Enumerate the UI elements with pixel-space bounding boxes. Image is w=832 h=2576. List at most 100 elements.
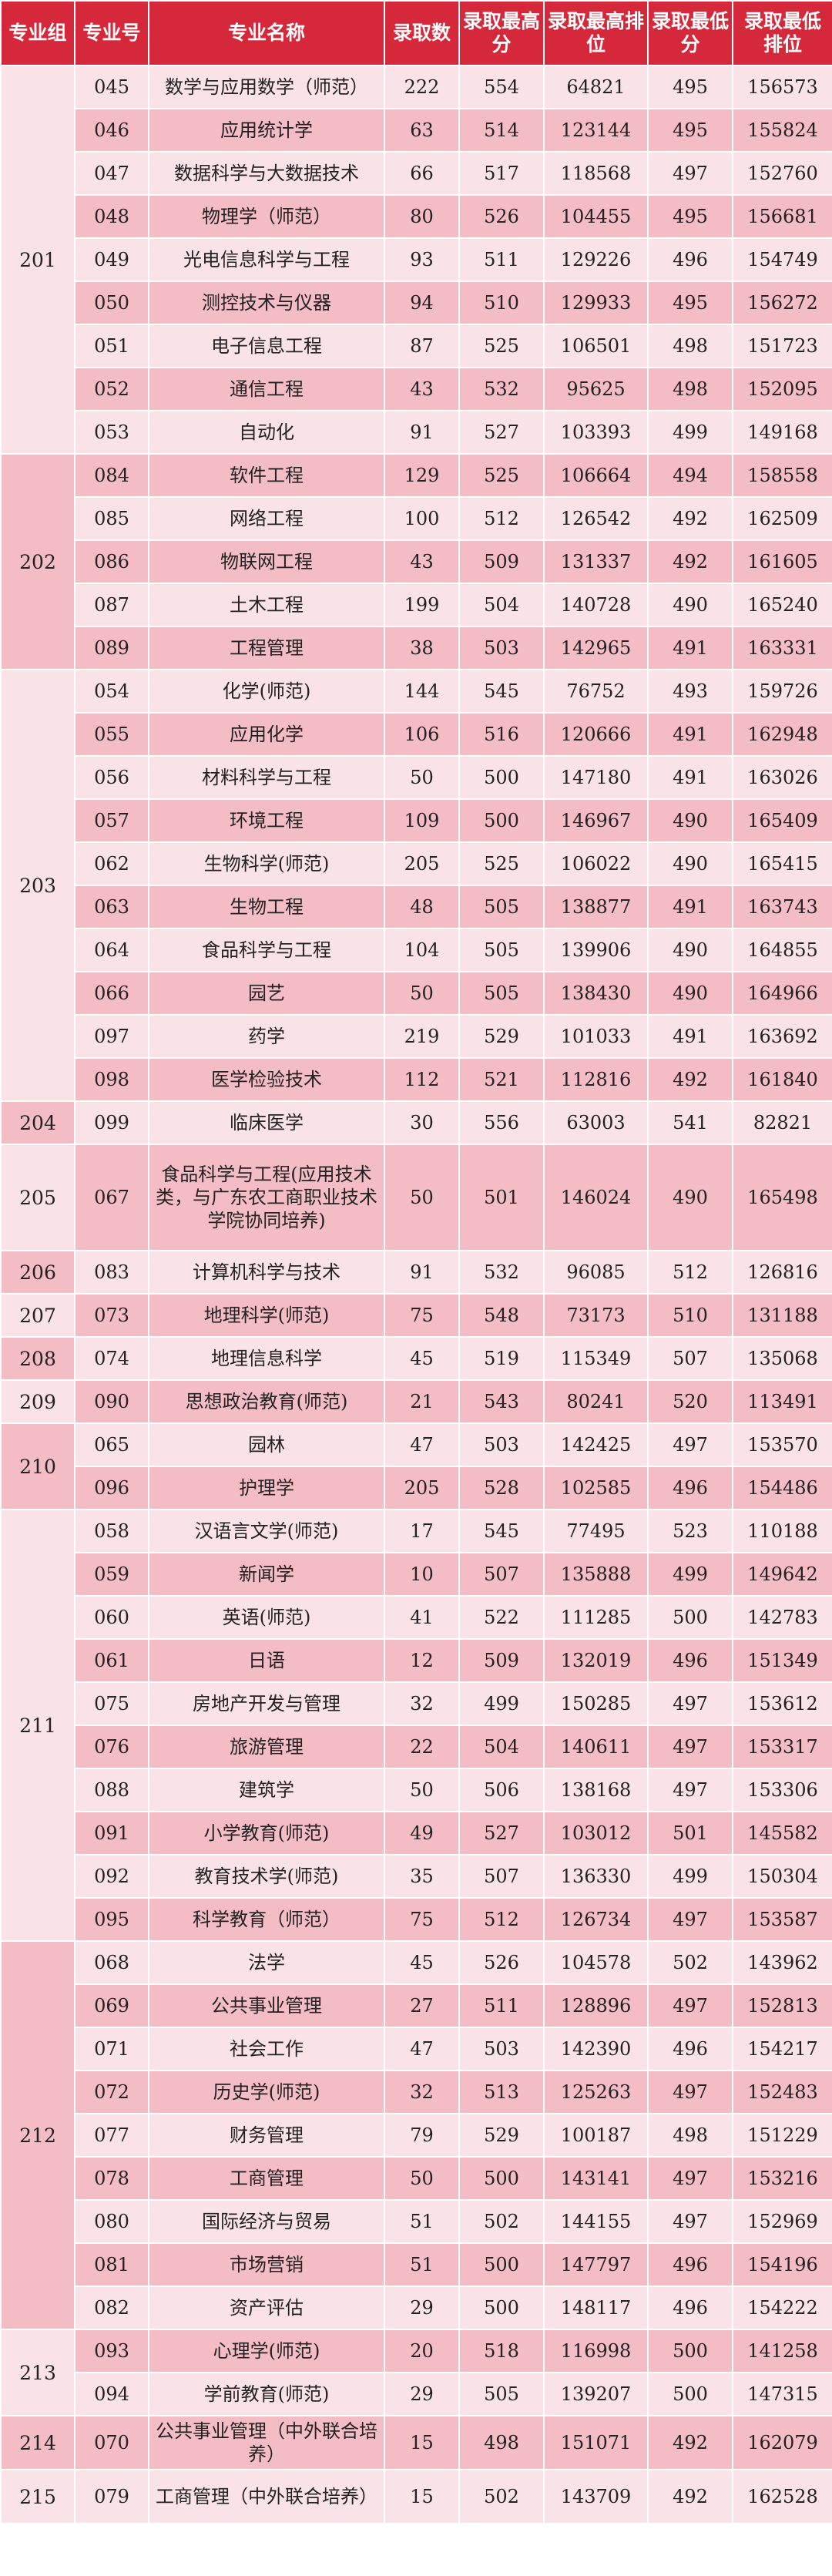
major-code-cell: 074 (74, 1336, 149, 1381)
admitted-cell: 20 (384, 2329, 460, 2373)
table-row: 057 环境工程 109 500 146967 490 165409 (1, 798, 832, 843)
admitted-cell: 51 (384, 2199, 460, 2244)
min-rank-cell: 154749 (732, 237, 832, 282)
table-row: 209 090 思想政治教育(师范) 21 543 80241 520 113491 (0, 1379, 832, 1424)
major-code-cell: 057 (74, 798, 149, 843)
major-code-cell: 069 (74, 1983, 149, 2028)
max-score-cell: 502 (458, 2199, 545, 2244)
max-score-cell: 501 (458, 1144, 545, 1251)
min-score-cell: 501 (647, 1811, 733, 1856)
major-name-cell: 环境工程 (148, 798, 385, 843)
min-rank-cell: 163692 (732, 1014, 832, 1059)
table-row: 201 045 数学与应用数学（师范） 222 554 64821 495 156573 (0, 65, 832, 455)
min-rank-cell: 126816 (732, 1250, 832, 1295)
max-rank-cell: 138430 (543, 971, 649, 1016)
max-score-cell: 510 (458, 280, 545, 325)
max-rank-cell: 132019 (543, 1638, 649, 1683)
admitted-cell: 63 (384, 108, 460, 153)
min-score-cell: 499 (647, 410, 733, 455)
table-row: 089 工程管理 38 503 142965 491 163331 (1, 626, 832, 670)
min-score-cell: 492 (647, 2469, 733, 2524)
min-score-cell: 502 (647, 1940, 733, 1985)
max-score-cell: 499 (458, 1681, 545, 1726)
min-score-cell: 496 (647, 1466, 733, 1510)
table-row: 061 日语 12 509 132019 496 151349 (1, 1638, 832, 1683)
table-row: 086 物联网工程 43 509 131337 492 161605 (1, 539, 832, 584)
max-score-cell: 527 (458, 1811, 545, 1856)
group-code-cell: 206 (0, 1250, 75, 1295)
admitted-cell: 47 (384, 1422, 460, 1467)
table-row: 206 083 计算机科学与技术 91 532 96085 512 126816 (0, 1250, 832, 1295)
group-code-cell: 203 (0, 669, 75, 1102)
max-rank-cell: 126734 (543, 1897, 649, 1942)
max-rank-cell: 139207 (543, 2372, 649, 2416)
max-score-cell: 507 (458, 1854, 545, 1899)
max-score-cell: 502 (458, 2469, 545, 2524)
table-row: 078 工商管理 50 500 143141 497 153216 (1, 2156, 832, 2201)
max-score-cell: 532 (458, 1250, 545, 1295)
max-rank-cell: 138877 (543, 885, 649, 929)
table-row: 096 护理学 205 528 102585 496 154486 (1, 1466, 832, 1510)
max-rank-cell: 138168 (543, 1768, 649, 1812)
major-name-cell: 园林 (148, 1422, 385, 1467)
admitted-cell: 75 (384, 1897, 460, 1942)
major-code-cell: 099 (74, 1100, 149, 1145)
min-score-cell: 497 (647, 1422, 733, 1467)
admitted-cell: 91 (384, 410, 460, 455)
max-rank-cell: 147797 (543, 2242, 649, 2287)
max-score-cell: 500 (458, 2285, 545, 2330)
min-rank-cell: 153612 (732, 1681, 832, 1726)
major-code-cell: 059 (74, 1552, 149, 1597)
table-row: 091 小学教育(师范) 49 527 103012 501 145582 (1, 1811, 832, 1856)
major-code-cell: 081 (74, 2242, 149, 2287)
max-rank-cell: 151071 (543, 2415, 649, 2470)
max-rank-cell: 111285 (543, 1595, 649, 1640)
min-rank-cell: 135068 (732, 1336, 832, 1381)
header-admitted: 录取数 (384, 0, 460, 66)
major-code-cell: 053 (74, 410, 149, 455)
table-row: 211 058 汉语言文学(师范) 17 545 77495 523 110188 (0, 1509, 832, 1942)
admitted-cell: 35 (384, 1854, 460, 1899)
admitted-cell: 45 (384, 1940, 460, 1985)
major-name-cell: 土木工程 (148, 583, 385, 627)
min-rank-cell: 152483 (732, 2070, 832, 2114)
major-name-cell: 建筑学 (148, 1768, 385, 1812)
min-score-cell: 500 (647, 1595, 733, 1640)
min-rank-cell: 158558 (732, 453, 832, 498)
major-name-cell: 英语(师范) (148, 1595, 385, 1640)
min-rank-cell: 147315 (732, 2372, 832, 2416)
group-code-cell: 212 (0, 1940, 75, 2330)
admitted-cell: 100 (384, 496, 460, 541)
min-score-cell: 499 (647, 1552, 733, 1597)
group-code-cell: 207 (0, 1293, 75, 1338)
major-name-cell: 数据科学与大数据技术 (148, 151, 385, 196)
table-row: 203 054 化学(师范) 144 545 76752 493 159726 (0, 669, 832, 1102)
min-rank-cell: 156681 (732, 194, 832, 239)
major-name-cell: 电子信息工程 (148, 324, 385, 368)
min-score-cell: 498 (647, 367, 733, 411)
major-code-cell: 097 (74, 1014, 149, 1059)
min-rank-cell: 162079 (732, 2415, 832, 2470)
table-row: 095 科学教育（师范） 75 512 126734 497 153587 (1, 1897, 832, 1942)
major-name-cell: 心理学(师范) (148, 2329, 385, 2373)
admitted-cell: 205 (384, 1466, 460, 1510)
max-rank-cell: 80241 (543, 1379, 649, 1424)
admitted-cell: 27 (384, 1983, 460, 2028)
header-row: 专业组 专业号 专业名称 录取数 录取最高分 录取最高排位 录取最低分 录取最低… (0, 0, 832, 66)
min-score-cell: 500 (647, 2329, 733, 2373)
min-rank-cell: 154486 (732, 1466, 832, 1510)
major-code-cell: 052 (74, 367, 149, 411)
major-name-cell: 教育技术学(师范) (148, 1854, 385, 1899)
max-score-cell: 514 (458, 108, 545, 153)
major-code-cell: 090 (74, 1379, 149, 1424)
max-rank-cell: 148117 (543, 2285, 649, 2330)
min-rank-cell: 152969 (732, 2199, 832, 2244)
min-score-cell: 507 (647, 1336, 733, 1381)
table-row: 094 学前教育(师范) 29 505 139207 500 147315 (1, 2372, 832, 2416)
max-score-cell: 556 (458, 1100, 545, 1145)
major-name-cell: 日语 (148, 1638, 385, 1683)
major-name-cell: 公共事业管理 (148, 1983, 385, 2028)
max-rank-cell: 143709 (543, 2469, 649, 2524)
max-score-cell: 512 (458, 496, 545, 541)
min-score-cell: 490 (647, 928, 733, 972)
